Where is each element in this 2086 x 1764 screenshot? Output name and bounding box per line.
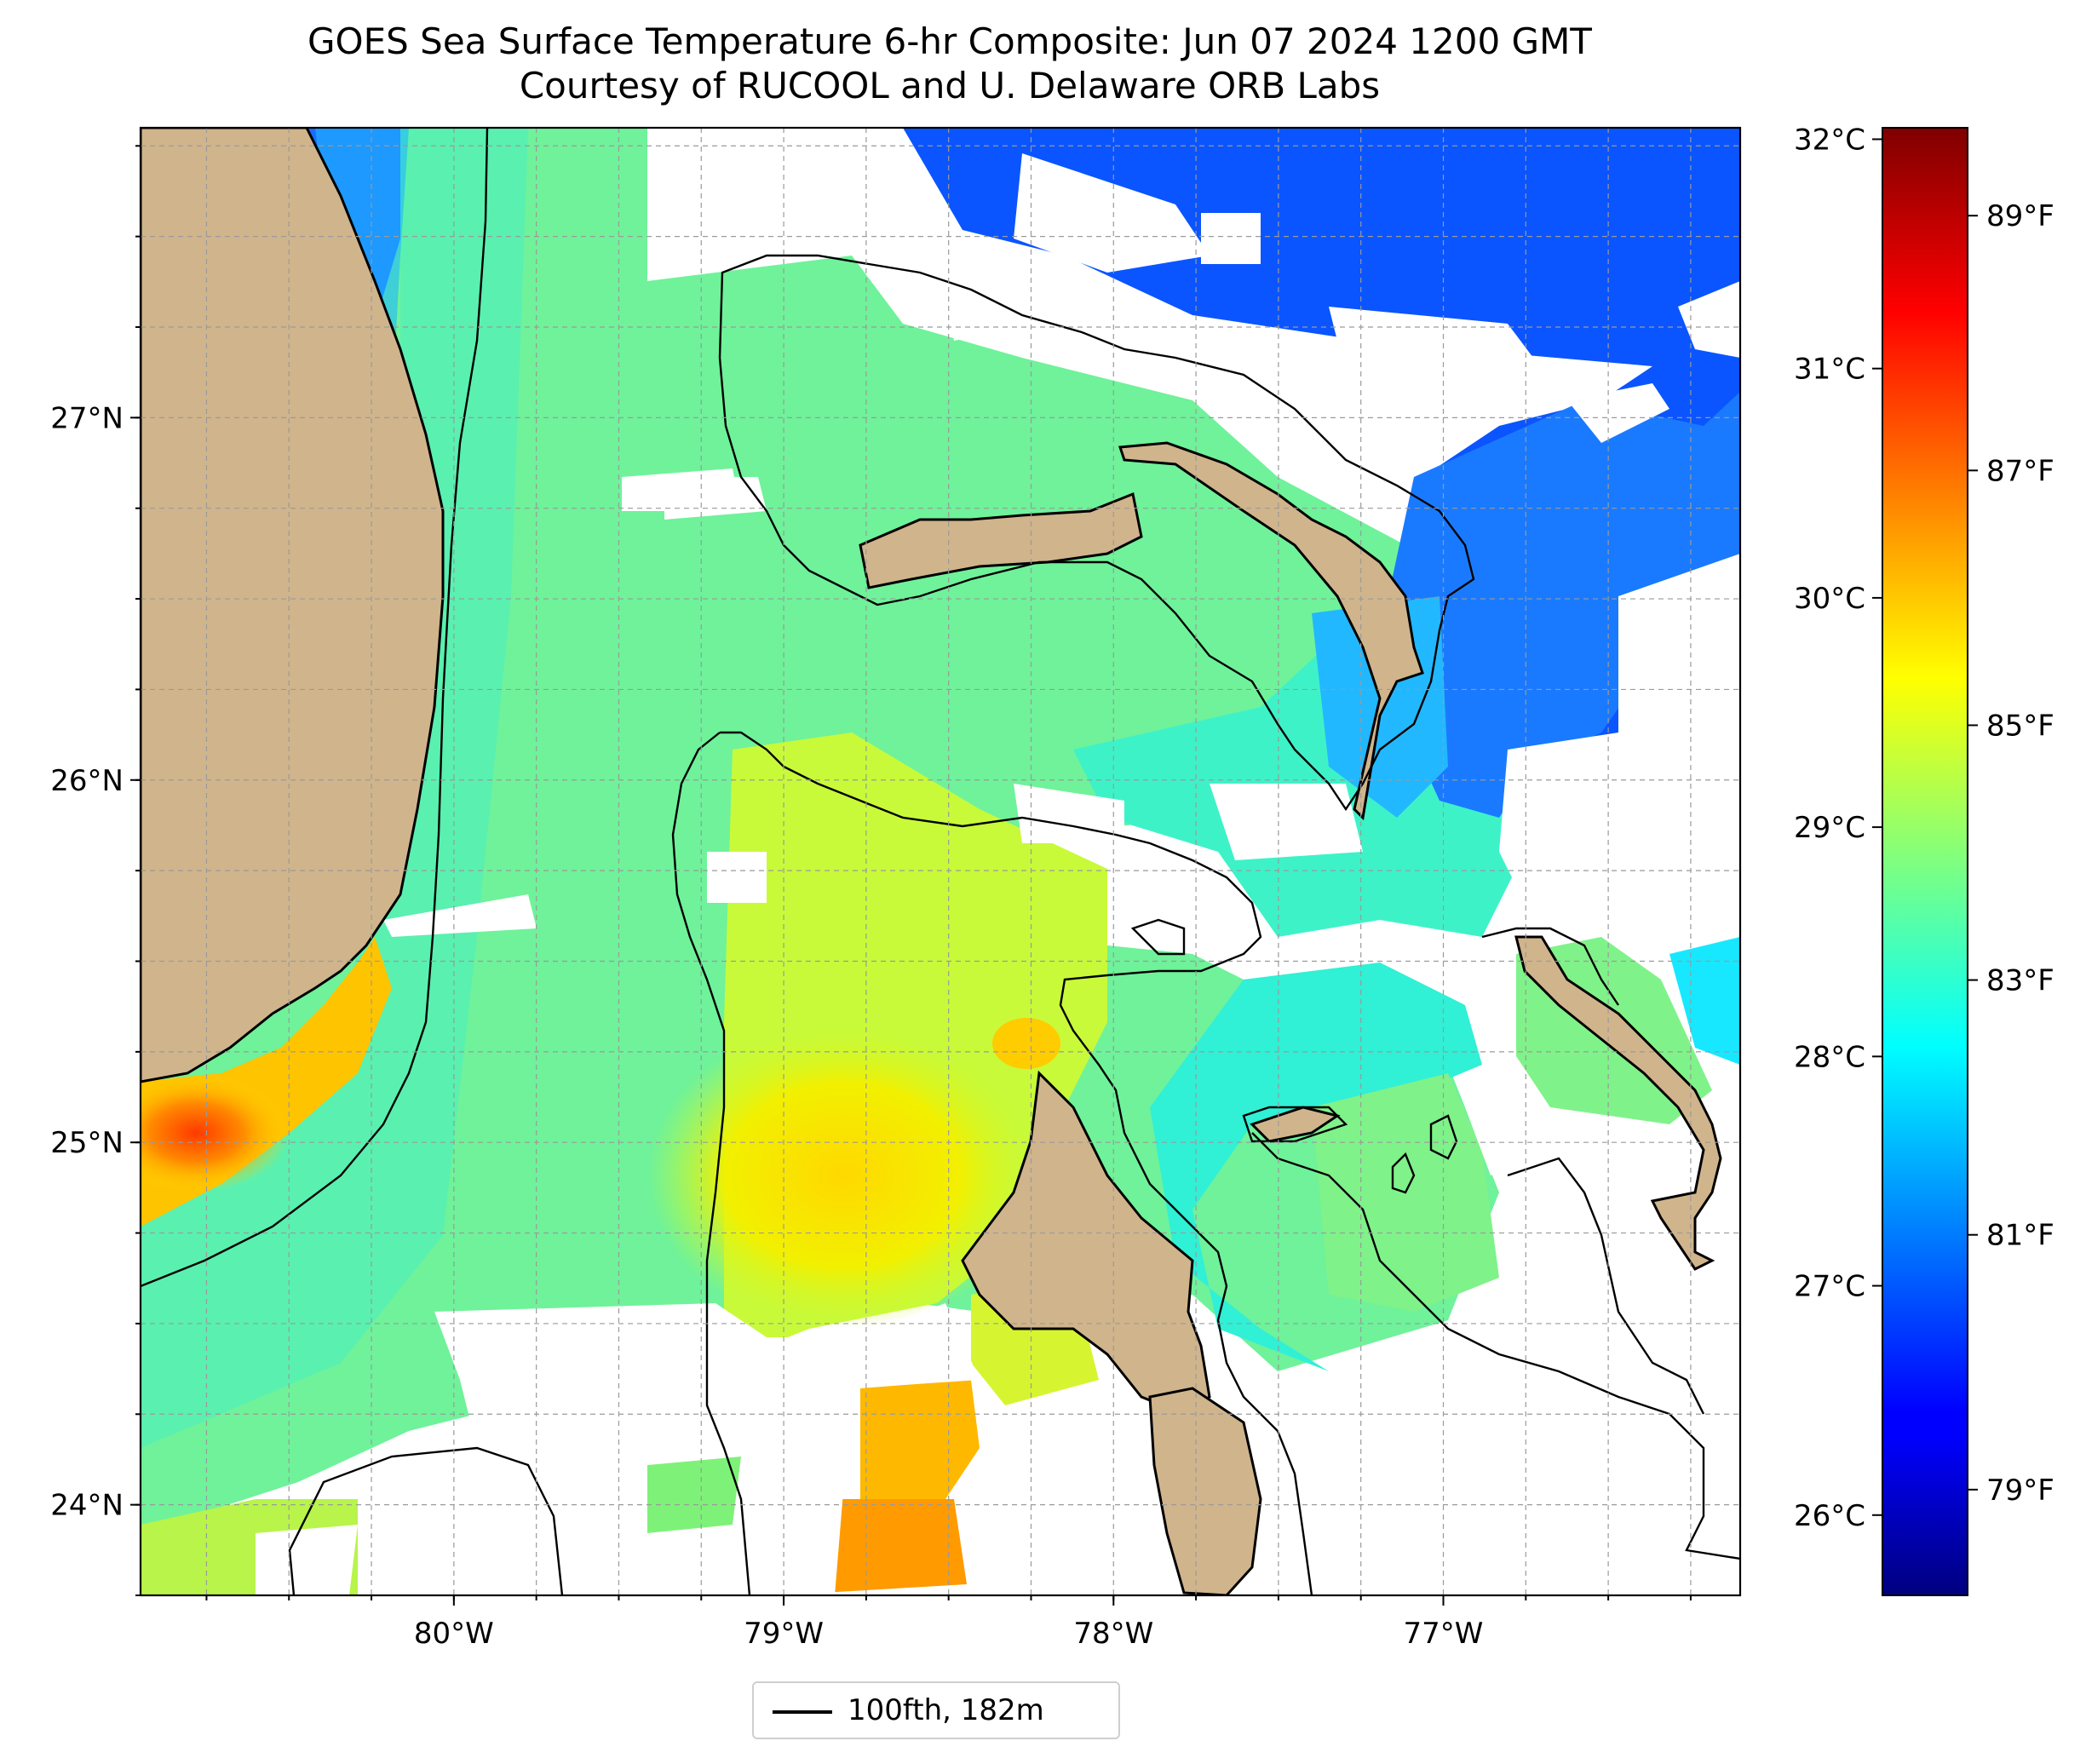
x-tick-label: 77°W [1404, 1617, 1484, 1651]
colorbar-celsius-label: 30°C [1794, 582, 1865, 616]
isobath-100fth [141, 128, 1740, 1595]
map-subtitle: Courtesy of RUCOOL and U. Delaware ORB L… [519, 65, 1381, 106]
y-tick-label: 25°N [50, 1126, 124, 1160]
x-tick-label: 80°W [414, 1617, 494, 1651]
colorbar-celsius-label: 26°C [1794, 1499, 1865, 1533]
y-tick-label: 27°N [50, 401, 124, 435]
map-title: GOES Sea Surface Temperature 6-hr Compos… [307, 20, 1592, 62]
axis-ticks [130, 145, 1692, 1606]
legend-label: 100fth, 182m [848, 1693, 1044, 1727]
y-tick-label: 26°N [50, 764, 124, 798]
colorbar-celsius-label: 32°C [1794, 123, 1865, 157]
colorbar-celsius-label: 28°C [1794, 1040, 1865, 1074]
x-tick-label: 78°W [1073, 1617, 1153, 1651]
colorbar-fahrenheit-label: 83°F [1986, 964, 2054, 998]
colorbar-celsius-label: 31°C [1794, 353, 1865, 387]
legend-line-swatch [773, 1710, 832, 1714]
colorbar [1882, 127, 1968, 1596]
colorbar-fahrenheit-label: 81°F [1986, 1219, 2054, 1253]
colorbar-celsius-label: 29°C [1794, 811, 1865, 845]
plot-frame [139, 126, 1742, 1597]
x-tick-label: 79°W [744, 1617, 824, 1651]
colorbar-fahrenheit-label: 85°F [1986, 709, 2054, 743]
gridlines [141, 128, 1740, 1595]
colorbar-fahrenheit-label: 87°F [1986, 454, 2054, 488]
x-axis-labels: 80°W 79°W 78°W 77°W [414, 1617, 1484, 1651]
land-masses [141, 128, 1722, 1595]
colorbar-fahrenheit-labels: 89°F 87°F 85°F 83°F 81°F 79°F [1986, 199, 2054, 1508]
colorbar-fahrenheit-label: 79°F [1986, 1474, 2054, 1508]
colorbar-ticks [1872, 138, 1978, 1516]
y-tick-label: 24°N [50, 1489, 124, 1523]
colorbar-fahrenheit-label: 89°F [1986, 199, 2054, 233]
colorbar-celsius-labels: 32°C 31°C 30°C 29°C 28°C 27°C 26°C [1794, 123, 1865, 1532]
colorbar-celsius-label: 27°C [1794, 1270, 1865, 1304]
y-axis-labels: 27°N 26°N 25°N 24°N [50, 401, 124, 1522]
legend: 100fth, 182m [752, 1681, 1120, 1739]
